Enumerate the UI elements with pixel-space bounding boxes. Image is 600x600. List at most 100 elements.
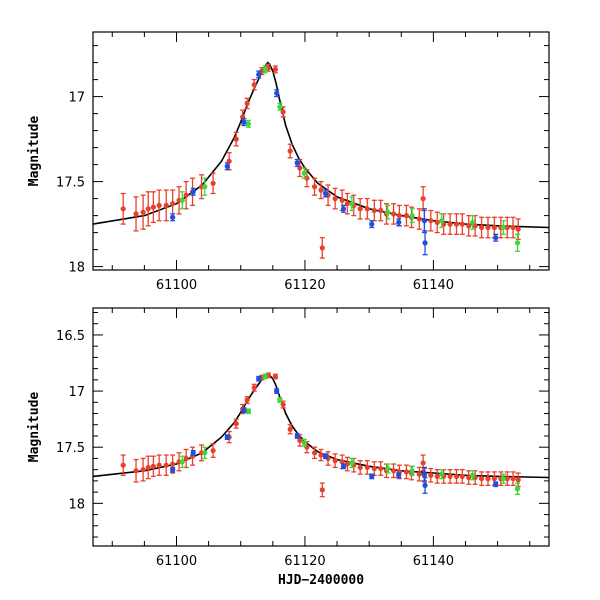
bottom-red-point xyxy=(344,461,350,467)
bottom-red-point xyxy=(140,467,146,473)
bottom-y-tick-label: 17.5 xyxy=(56,441,85,456)
bottom-blue-point xyxy=(396,472,402,478)
bottom-green-point xyxy=(202,450,208,456)
top-green-point xyxy=(202,184,208,190)
top-y-tick-label: 18 xyxy=(68,261,85,276)
bottom-red-point xyxy=(280,401,286,408)
bottom-red-point xyxy=(170,461,176,467)
bottom-red-point xyxy=(364,464,370,471)
top-red-point xyxy=(390,211,397,217)
x-axis-title: HJD−2400000 xyxy=(278,573,364,588)
top-red-point xyxy=(150,204,156,210)
bottom-green-point xyxy=(500,476,506,482)
bottom-red-point xyxy=(491,476,498,482)
bottom-red-point xyxy=(251,385,257,391)
bottom-green-point xyxy=(439,471,445,477)
bottom-y-tick-labels: 16.5 17 17.5 18 xyxy=(56,329,85,512)
top-red-point xyxy=(319,245,325,251)
top-green-point xyxy=(439,218,445,224)
top-green-point xyxy=(469,219,476,225)
bottom-green-point xyxy=(409,468,415,474)
bottom-green-point xyxy=(179,459,185,465)
top-red-point xyxy=(304,175,310,181)
top-red-point xyxy=(453,221,460,227)
top-blue-point xyxy=(274,90,280,96)
top-red-point xyxy=(491,224,498,231)
bottom-green-point xyxy=(349,460,355,466)
top-red-point xyxy=(466,223,472,229)
top-panel: 61100 61120 61140 17 17.5 18 Magnitude xyxy=(27,31,550,293)
bottom-plot-frame xyxy=(92,307,550,547)
top-x-tick-label: 61120 xyxy=(284,278,325,293)
bottom-red-point xyxy=(163,462,169,468)
bottom-y-axis-title: Magnitude xyxy=(27,392,42,463)
bottom-y-tick-label: 16.5 xyxy=(56,329,85,344)
top-red-point xyxy=(318,187,324,193)
top-blue-point xyxy=(170,214,176,220)
top-blue-point xyxy=(294,160,300,166)
bottom-panel: 61100 61120 61140 16.5 17 17.5 18 Magnitude H… xyxy=(27,307,550,588)
bottom-red-point xyxy=(156,462,162,468)
top-red-point xyxy=(510,224,516,231)
bottom-red-point xyxy=(504,476,510,482)
top-blue-point xyxy=(422,240,428,246)
top-red-point xyxy=(140,209,146,215)
top-blue-point xyxy=(322,190,329,197)
bottom-model-curve xyxy=(92,373,550,479)
bottom-red-point xyxy=(420,460,426,466)
top-red-point xyxy=(515,226,521,232)
top-red-point xyxy=(378,207,384,214)
bottom-blue-point xyxy=(369,473,375,479)
top-y-tick-labels: 17 17.5 18 xyxy=(56,91,85,276)
top-model-curve xyxy=(92,61,550,229)
top-green-point xyxy=(245,121,252,127)
bottom-blue-point xyxy=(274,388,280,394)
top-green-point xyxy=(262,66,268,72)
top-red-point xyxy=(344,201,350,207)
bottom-green-point xyxy=(245,408,252,414)
bottom-red-point xyxy=(145,464,151,471)
bottom-green-point xyxy=(385,465,391,472)
bottom-red-point xyxy=(478,476,485,482)
top-blue-point xyxy=(241,119,247,125)
bottom-blue-point xyxy=(421,471,428,477)
top-y-axis-title: Magnitude xyxy=(27,116,42,187)
bottom-red-point xyxy=(510,476,516,482)
bottom-blue-point xyxy=(493,481,499,487)
bottom-green-point xyxy=(262,373,268,380)
top-red-point xyxy=(163,202,169,208)
top-green-point xyxy=(277,104,283,110)
bottom-red-point xyxy=(339,459,345,465)
bottom-blue-point xyxy=(256,376,262,382)
bottom-green-point xyxy=(301,440,307,446)
bottom-y-tick-label: 17 xyxy=(68,385,85,400)
bottom-blue-point xyxy=(422,482,428,488)
bottom-x-tick-label: 61120 xyxy=(284,554,325,569)
top-axis-ticks xyxy=(93,32,549,270)
bottom-blue-point xyxy=(224,434,230,440)
top-y-tick-label: 17 xyxy=(68,91,85,106)
bottom-x-tick-label: 61140 xyxy=(413,554,454,569)
bottom-y-tick-label: 18 xyxy=(68,497,85,512)
bottom-red-point xyxy=(459,473,465,479)
bottom-x-tick-label: 61100 xyxy=(156,554,197,569)
top-x-tick-labels: 61100 61120 61140 xyxy=(156,278,454,293)
top-red-point xyxy=(485,224,491,231)
top-red-point xyxy=(371,207,377,214)
bottom-red-point xyxy=(304,444,310,450)
bottom-red-point xyxy=(357,464,363,471)
top-red-point xyxy=(403,213,410,219)
bottom-green-point xyxy=(277,397,283,403)
top-blue-point xyxy=(421,218,428,224)
top-red-point xyxy=(428,218,434,224)
top-red-point xyxy=(272,66,278,72)
top-blue-point xyxy=(224,163,230,169)
bottom-red-point xyxy=(272,373,278,380)
bottom-red-point xyxy=(390,468,397,474)
top-blue-point xyxy=(396,219,402,225)
bottom-x-tick-labels: 61100 61120 61140 xyxy=(156,554,454,569)
bottom-blue-point xyxy=(190,450,196,456)
top-red-point xyxy=(244,100,250,106)
top-green-point xyxy=(500,224,506,231)
top-green-point xyxy=(385,209,391,215)
